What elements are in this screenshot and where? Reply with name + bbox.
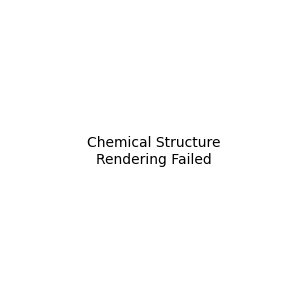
- Text: Chemical Structure
Rendering Failed: Chemical Structure Rendering Failed: [87, 136, 220, 166]
